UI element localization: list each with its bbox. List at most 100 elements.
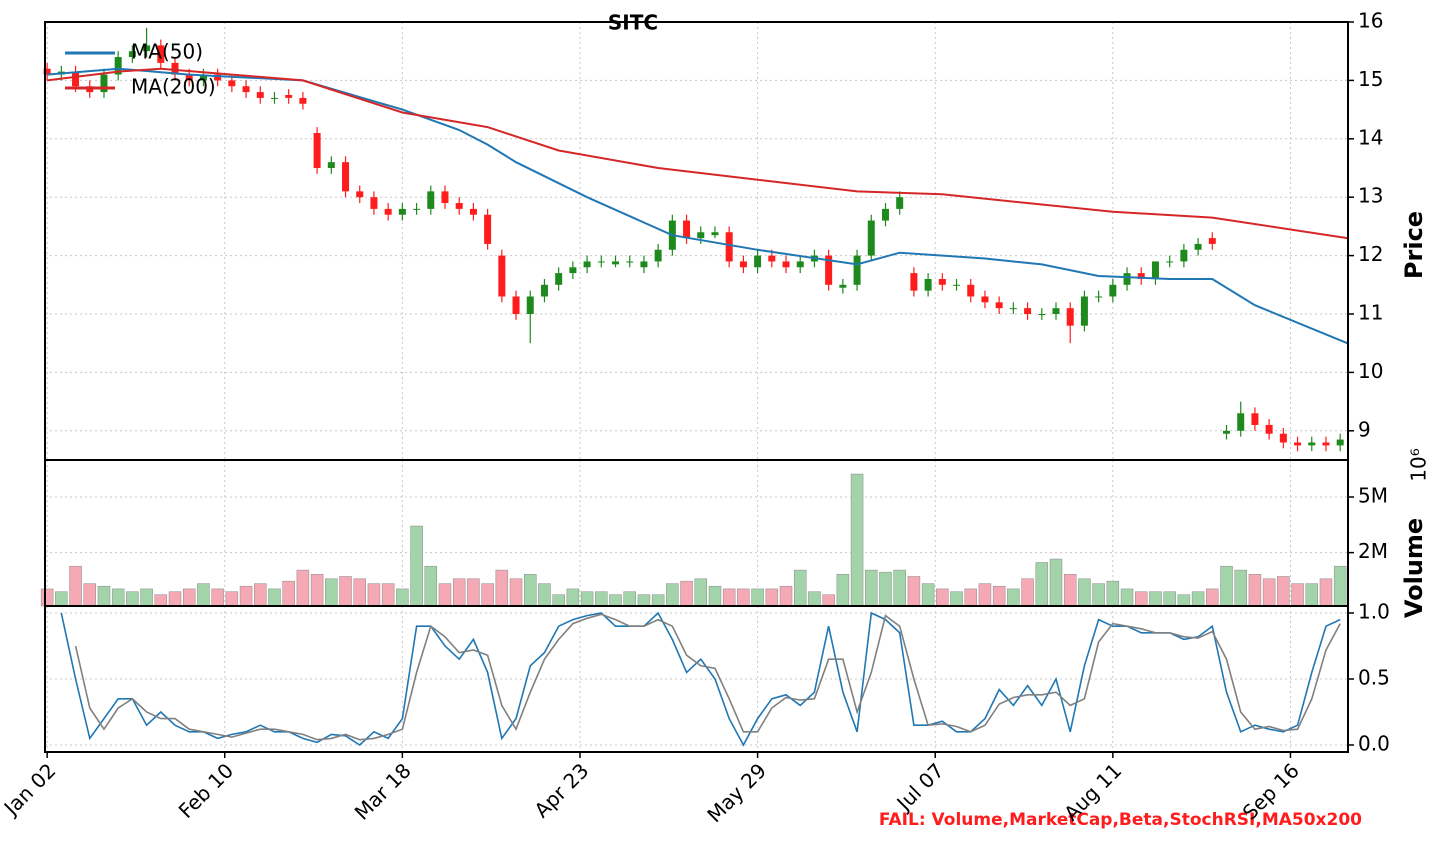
- volume-bar: [708, 585, 722, 607]
- volume-bar: [381, 583, 395, 607]
- x-tick-label: May 29: [702, 758, 771, 827]
- volume-bar: [83, 583, 97, 607]
- volume-bar: [410, 525, 423, 607]
- y-tick-label: 15: [1358, 67, 1383, 91]
- volume-bar: [296, 569, 310, 607]
- volume-bar: [1106, 580, 1120, 607]
- candle-body: [1308, 442, 1316, 446]
- volume-bar: [40, 588, 54, 607]
- volume-bar: [1078, 578, 1091, 607]
- volume-bar: [865, 569, 878, 607]
- candle-body: [839, 284, 847, 288]
- volume-bar: [609, 594, 622, 607]
- volume-bar: [1035, 562, 1049, 607]
- volume-bar: [850, 473, 864, 607]
- offset-label: 10⁶: [1407, 448, 1431, 481]
- volume-bar: [893, 569, 906, 607]
- candle-body: [128, 51, 136, 58]
- volume-bar: [879, 571, 892, 607]
- candle-body: [469, 208, 477, 215]
- volume-bar: [793, 569, 807, 607]
- candle-body: [1294, 442, 1302, 446]
- candle-body: [1166, 261, 1174, 263]
- footer-note: FAIL: Volume,MarketCap,Beta,StochRSI,MA5…: [879, 810, 1362, 830]
- volume-bar: [552, 594, 565, 607]
- candle-body: [327, 162, 335, 168]
- y-tick-label: 0.0: [1358, 732, 1390, 756]
- volume-bar: [481, 583, 494, 607]
- candle-body: [1180, 249, 1188, 262]
- volume-bar: [907, 576, 921, 607]
- candle-body: [626, 261, 634, 263]
- candle-body: [995, 302, 1003, 309]
- volume-bar: [595, 591, 608, 607]
- volume-bar: [239, 585, 253, 607]
- panel-frame: [44, 21, 1349, 461]
- volume-bar: [1063, 574, 1077, 607]
- candle-body: [938, 278, 946, 285]
- candle-body: [953, 284, 961, 286]
- candle-body: [796, 261, 804, 268]
- candle-body: [1024, 308, 1032, 314]
- candle-body: [484, 214, 492, 244]
- y-tick-label: 5M: [1358, 484, 1388, 508]
- candle-body: [398, 208, 406, 215]
- volume-bar: [509, 578, 523, 607]
- volume-bar: [282, 580, 295, 607]
- candle-body: [313, 132, 321, 168]
- volume-bar: [353, 578, 366, 607]
- moving-average-line: [47, 67, 1348, 345]
- volume-bar: [126, 591, 139, 607]
- volume-bar: [978, 583, 992, 607]
- volume-bar: [1220, 565, 1233, 607]
- candle-body: [910, 273, 918, 291]
- candle-body: [1336, 439, 1344, 446]
- panel-frame: [44, 605, 1349, 753]
- candle-body: [754, 255, 762, 268]
- candle-body: [1137, 273, 1145, 279]
- candle-body: [427, 191, 435, 209]
- candle-body: [214, 74, 222, 81]
- volume-bar: [950, 591, 963, 607]
- candle-body: [725, 232, 733, 262]
- candle-body: [597, 261, 605, 263]
- volume-bar: [268, 588, 281, 607]
- volume-bar: [69, 565, 82, 607]
- volume-bar: [1021, 578, 1034, 607]
- candle-body: [1223, 430, 1231, 434]
- candle-body: [1109, 284, 1117, 297]
- volume-bar: [339, 576, 352, 607]
- candle-body: [1279, 433, 1287, 443]
- volume-bar: [182, 588, 196, 607]
- candle-body: [270, 97, 278, 99]
- candle-body: [342, 162, 350, 192]
- volume-bar: [254, 583, 267, 607]
- candle-body: [100, 74, 108, 93]
- volume-bar: [580, 591, 594, 607]
- candle-body: [114, 57, 122, 75]
- volume-bar: [111, 588, 125, 607]
- candle-body: [1265, 424, 1273, 434]
- candle-body: [185, 74, 193, 81]
- candle-body: [1052, 308, 1060, 314]
- volume-bar: [722, 588, 736, 607]
- volume-bar: [538, 583, 551, 607]
- volume-bar: [1049, 558, 1063, 607]
- volume-bar: [1277, 576, 1290, 607]
- candle-body: [512, 296, 520, 314]
- volume-bar: [1248, 574, 1262, 607]
- candle-body: [143, 45, 151, 52]
- candle-body: [299, 97, 307, 104]
- volume-bar: [97, 585, 111, 607]
- candle-body: [441, 191, 449, 204]
- candle-body: [711, 232, 719, 236]
- candle-body: [171, 62, 179, 75]
- volume-bar: [1206, 588, 1219, 607]
- volume-bar: [637, 594, 651, 607]
- candle-body: [1123, 273, 1131, 285]
- volume-bar: [936, 588, 949, 607]
- candle-body: [1322, 442, 1330, 446]
- volume-bar: [992, 585, 1006, 607]
- y-tick-label: 11: [1358, 301, 1383, 325]
